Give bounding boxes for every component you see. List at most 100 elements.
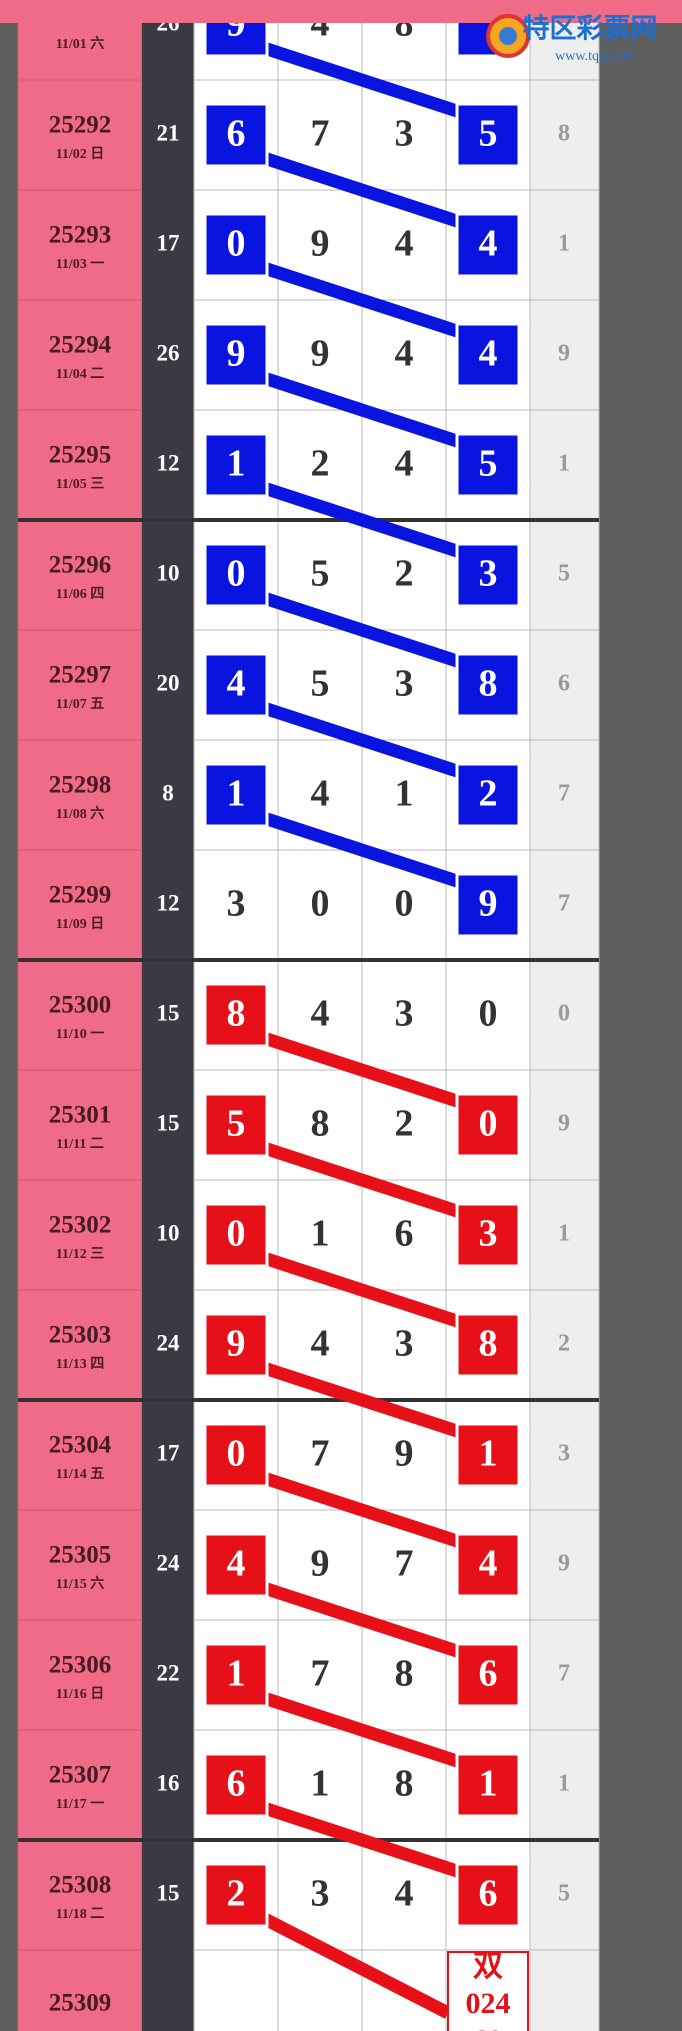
last-value: 8: [558, 121, 570, 147]
digit: 7: [311, 113, 330, 155]
digit: 1: [395, 773, 414, 815]
last-value: 7: [558, 1661, 570, 1687]
prediction-text: 68: [473, 2024, 503, 2031]
issue-cell: [17, 849, 143, 961]
digit-box: [455, 102, 521, 168]
last-value: 9: [558, 1111, 570, 1137]
link-line: [258, 40, 466, 120]
sum-cell: [142, 850, 194, 960]
sum: 15: [157, 1000, 180, 1025]
digit: 1: [227, 1653, 246, 1695]
sum-cell: [142, 1400, 194, 1510]
last-value: 6: [558, 671, 570, 697]
digit-box: [203, 1312, 269, 1378]
issue-cell: [17, 1179, 143, 1291]
sum: 24: [157, 1550, 181, 1575]
sum: 24: [157, 1330, 181, 1355]
sum: 15: [157, 1880, 180, 1905]
last-cell: [529, 629, 600, 741]
issue-cell: [17, 1509, 143, 1621]
digit: 4: [479, 1543, 498, 1585]
digit-box: [203, 1202, 269, 1268]
last-value: 5: [558, 561, 570, 587]
sum-cell: [142, 520, 194, 630]
digit: 9: [479, 883, 498, 925]
digit-box: [455, 1202, 521, 1268]
digit-box: [203, 1532, 269, 1598]
digit: 1: [479, 1433, 498, 1475]
digit: 0: [227, 553, 246, 595]
digit: 0: [479, 1103, 498, 1145]
group-divider: [18, 1398, 599, 1402]
last-cell: [529, 1839, 600, 1951]
issue: 25299: [49, 882, 112, 909]
digit: 5: [311, 663, 330, 705]
digit: 8: [311, 1103, 330, 1145]
digit: 9: [395, 1433, 414, 1475]
digit-box: [455, 652, 521, 718]
digit: 0: [311, 883, 330, 925]
sum: 20: [157, 670, 180, 695]
issue-cell: [17, 409, 143, 521]
digit: 2: [311, 443, 330, 485]
digit: 4: [227, 1543, 246, 1585]
digit: 1: [479, 1763, 498, 1805]
digit-cell: [445, 959, 531, 1071]
last-cell: [529, 79, 600, 191]
digit: 5: [227, 1103, 246, 1145]
link-line: [258, 480, 466, 560]
last-value: 1: [558, 451, 570, 477]
issue: 25294: [49, 332, 112, 359]
digit-box: [203, 1862, 269, 1928]
date: 11/05 三: [56, 477, 105, 492]
sum-cell: [142, 1290, 194, 1400]
issue: 25295: [49, 442, 112, 469]
sum-cell: [142, 1620, 194, 1730]
issue: 25305: [49, 1542, 112, 1569]
date: 11/12 三: [56, 1247, 105, 1262]
link-line: [258, 150, 466, 230]
last-cell: [529, 739, 600, 851]
digit-box: [203, 1752, 269, 1818]
digit: 3: [395, 663, 414, 705]
digit: 4: [395, 443, 414, 485]
digit: 4: [311, 1323, 330, 1365]
link-line: [258, 700, 466, 780]
issue: 25302: [49, 1212, 112, 1239]
digit-box: [203, 542, 269, 608]
digit: 5: [479, 443, 498, 485]
digit-box: [455, 1642, 521, 1708]
digit: 4: [395, 223, 414, 265]
sum-cell: [142, 190, 194, 300]
digit-cell: [193, 849, 279, 961]
digit: 4: [395, 333, 414, 375]
digit: 4: [395, 1873, 414, 1915]
issue-cell: [17, 1729, 143, 1841]
logo-icon-inner: [499, 27, 517, 45]
issue-cell: [17, 959, 143, 1071]
last-value: 9: [558, 341, 570, 367]
digit-box: [455, 322, 521, 388]
last-value: 2: [558, 1331, 570, 1357]
date: 11/03 一: [56, 257, 105, 272]
digit: 5: [311, 553, 330, 595]
issue: 25306: [49, 1652, 112, 1679]
digit-box: [455, 1752, 521, 1818]
digit: 1: [311, 1763, 330, 1805]
digit-box: [455, 542, 521, 608]
issue-cell: [17, 299, 143, 411]
issue: 25309: [49, 1990, 112, 2017]
digit-box: [455, 1532, 521, 1598]
logo-url: www.tqcp.net: [555, 49, 633, 64]
digit-box: [203, 762, 269, 828]
date: 11/02 日: [56, 146, 105, 162]
digit: 3: [395, 1323, 414, 1365]
sum: 10: [157, 1220, 180, 1245]
sum-cell: [142, 630, 194, 740]
last-cell: [529, 189, 600, 301]
digit: 8: [479, 1323, 498, 1365]
digit: 3: [227, 883, 246, 925]
sum: 17: [157, 1440, 180, 1465]
sum-cell: [142, 300, 194, 410]
